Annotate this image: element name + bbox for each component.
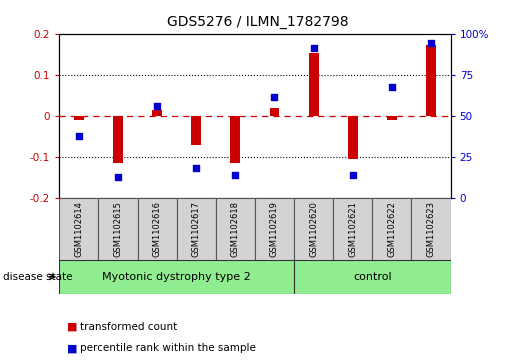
Point — [310, 45, 318, 50]
Bar — [426, 45, 436, 116]
Bar — [59, 260, 294, 294]
Text: GSM1102614: GSM1102614 — [74, 201, 83, 257]
Point — [231, 172, 239, 178]
Point — [349, 172, 357, 178]
Bar — [177, 198, 216, 260]
Text: control: control — [353, 272, 392, 282]
Bar — [333, 198, 372, 260]
Point — [114, 174, 122, 180]
Text: GSM1102618: GSM1102618 — [231, 201, 240, 257]
Point — [153, 103, 161, 109]
Text: GSM1102621: GSM1102621 — [348, 201, 357, 257]
Text: ■: ■ — [67, 322, 77, 332]
Point — [270, 94, 279, 99]
Text: transformed count: transformed count — [80, 322, 177, 332]
Bar — [387, 116, 397, 120]
Bar — [113, 116, 123, 163]
Text: disease state: disease state — [3, 272, 72, 282]
Bar — [152, 110, 162, 116]
Text: GSM1102622: GSM1102622 — [387, 201, 397, 257]
Text: ■: ■ — [67, 343, 77, 354]
Text: GDS5276 / ILMN_1782798: GDS5276 / ILMN_1782798 — [167, 15, 348, 29]
Bar — [411, 198, 451, 260]
Bar — [98, 198, 138, 260]
Point — [192, 166, 200, 171]
Text: GSM1102623: GSM1102623 — [426, 201, 436, 257]
Bar — [348, 116, 357, 159]
Bar — [308, 53, 318, 116]
Bar — [230, 116, 240, 163]
Bar — [191, 116, 201, 145]
Text: Myotonic dystrophy type 2: Myotonic dystrophy type 2 — [102, 272, 251, 282]
Bar — [372, 198, 411, 260]
Text: GSM1102620: GSM1102620 — [309, 201, 318, 257]
Text: GSM1102619: GSM1102619 — [270, 201, 279, 257]
Point — [75, 133, 83, 139]
Text: GSM1102616: GSM1102616 — [152, 201, 162, 257]
Text: percentile rank within the sample: percentile rank within the sample — [80, 343, 256, 354]
Bar — [216, 198, 255, 260]
Bar — [294, 260, 451, 294]
Text: GSM1102615: GSM1102615 — [113, 201, 123, 257]
Bar — [74, 116, 83, 120]
Bar — [255, 198, 294, 260]
Bar — [138, 198, 177, 260]
Point — [427, 40, 435, 46]
Text: GSM1102617: GSM1102617 — [192, 201, 201, 257]
Bar — [59, 198, 98, 260]
Bar — [269, 108, 279, 116]
Bar — [294, 198, 333, 260]
Point — [388, 84, 396, 90]
